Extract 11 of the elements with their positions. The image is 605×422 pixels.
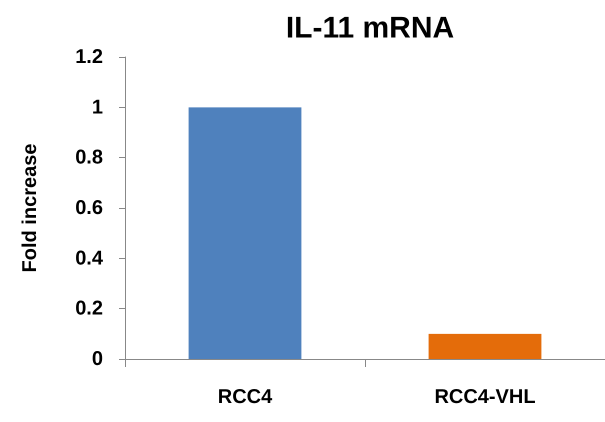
y-tick-label: 0.8 <box>75 146 103 169</box>
chart-title: IL-11 mRNA <box>286 12 454 44</box>
x-tick-label: RCC4 <box>218 386 274 408</box>
y-tick-label: 1 <box>92 96 103 118</box>
y-axis-title: Fold increase <box>19 144 41 272</box>
y-tick-label: 1.2 <box>75 46 103 68</box>
y-tick-label: 0 <box>92 348 103 370</box>
x-tick-label: RCC4-VHL <box>434 386 536 408</box>
y-tick-label: 0.4 <box>75 247 104 270</box>
y-tick-label: 0.2 <box>75 298 103 320</box>
y-tick-label: 0.6 <box>75 197 103 219</box>
